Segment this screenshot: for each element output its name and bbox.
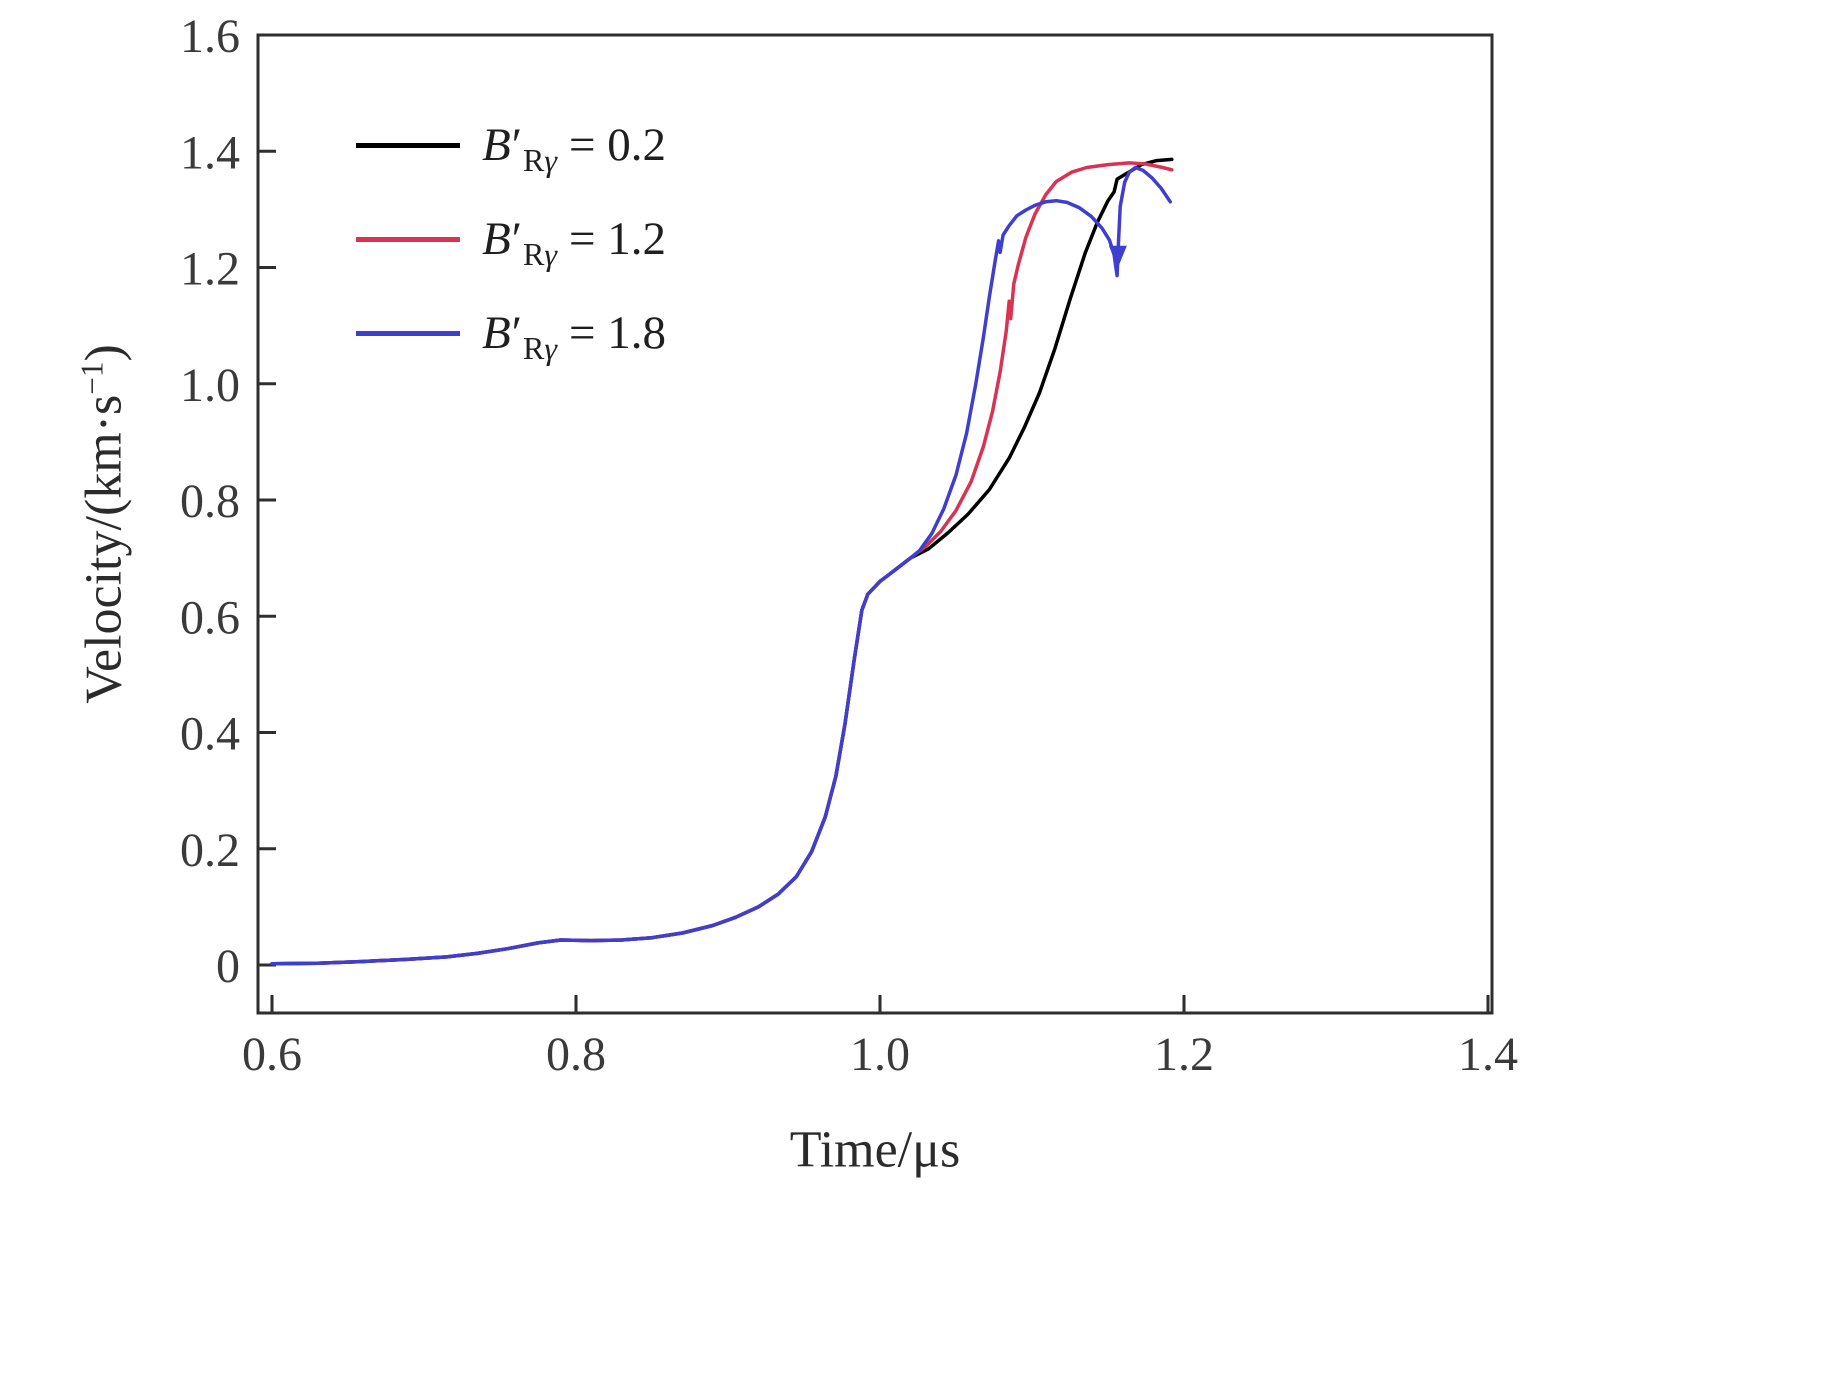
- y-axis-title: Velocity/(km·s−1): [74, 344, 133, 704]
- legend-subscript: Rγ: [523, 142, 557, 178]
- legend-var: B: [482, 213, 511, 265]
- y-tick-label: 1.6: [180, 10, 240, 63]
- legend-value: = 1.2: [568, 213, 666, 265]
- x-tick-label: 1.4: [1458, 1028, 1518, 1081]
- legend-subscript-gamma: γ: [544, 330, 557, 366]
- y-axis: 0 0.2 0.4 0.6 0.8 1.0 1.2 1.4 1.6: [180, 10, 276, 993]
- legend-value: = 1.8: [568, 307, 666, 359]
- y-axis-title-superscript: −1: [74, 361, 110, 395]
- legend-label: B′Rγ = 1.8: [482, 306, 666, 366]
- legend-prime: ′: [511, 307, 522, 359]
- legend-row: B′Rγ = 1.8: [356, 300, 666, 366]
- legend: B′Rγ = 0.2 B′Rγ = 1.2 B′Rγ = 1.8: [356, 112, 666, 394]
- y-tick-label: 1.2: [180, 243, 240, 296]
- y-tick-label: 1.4: [180, 126, 240, 179]
- legend-subscript-roman: R: [523, 330, 545, 366]
- x-tick-label: 1.2: [1154, 1028, 1214, 1081]
- legend-line-swatch: [356, 330, 460, 336]
- legend-subscript-gamma: γ: [544, 142, 557, 178]
- y-tick-label: 0.2: [180, 824, 240, 877]
- legend-value: = 0.2: [568, 119, 666, 171]
- y-tick-label: 0.4: [180, 708, 240, 761]
- legend-line-swatch: [356, 236, 460, 242]
- legend-subscript: Rγ: [523, 330, 557, 366]
- x-tick-label: 1.0: [850, 1028, 910, 1081]
- legend-subscript: Rγ: [523, 236, 557, 272]
- legend-row: B′Rγ = 1.2: [356, 206, 666, 272]
- plot-frame: [256, 33, 1494, 1015]
- legend-line-swatch: [356, 142, 460, 148]
- legend-row: B′Rγ = 0.2: [356, 112, 666, 178]
- legend-var: B: [482, 119, 511, 171]
- y-axis-title-text: Velocity/(km·s: [75, 394, 133, 704]
- legend-prime: ′: [511, 119, 522, 171]
- y-axis-title-close: ): [75, 344, 133, 362]
- legend-subscript-gamma: γ: [544, 236, 557, 272]
- x-axis-title: Time/μs: [789, 1121, 961, 1179]
- y-tick-label: 0.8: [180, 475, 240, 528]
- legend-var: B: [482, 307, 511, 359]
- y-tick-label: 1.0: [180, 359, 240, 412]
- x-axis: 0.6 0.8 1.0 1.2 1.4: [242, 995, 1518, 1081]
- dip-arrow-icon: [1108, 245, 1127, 268]
- legend-subscript-roman: R: [523, 142, 545, 178]
- legend-label: B′Rγ = 1.2: [482, 212, 666, 272]
- y-tick-label: 0.6: [180, 591, 240, 644]
- y-tick-label: 0: [216, 940, 240, 993]
- legend-subscript-roman: R: [523, 236, 545, 272]
- legend-label: B′Rγ = 0.2: [482, 118, 666, 178]
- x-tick-label: 0.8: [546, 1028, 606, 1081]
- x-tick-label: 0.6: [242, 1028, 302, 1081]
- legend-prime: ′: [511, 213, 522, 265]
